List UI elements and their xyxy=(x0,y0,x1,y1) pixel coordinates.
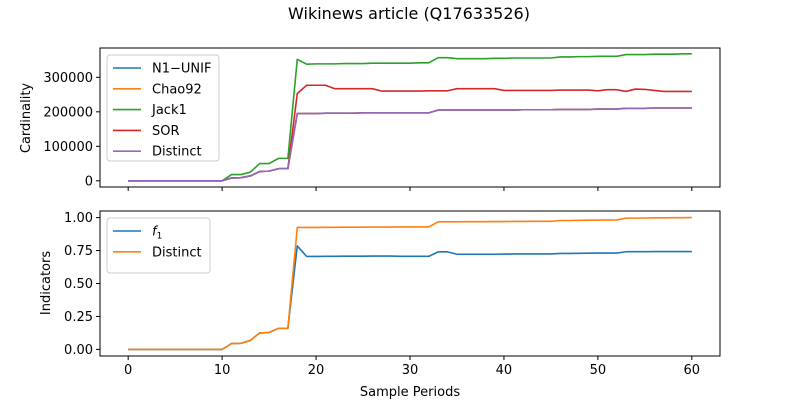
top-legend-label-1: Chao92 xyxy=(152,82,202,97)
bottom-x-tick-label: 20 xyxy=(308,363,325,378)
top-legend-label-3: SOR xyxy=(152,124,180,139)
bottom-legend: f1 Distinct xyxy=(106,217,211,274)
bottom-x-tick-label: 30 xyxy=(402,363,419,378)
top-legend-label-0: N1−UNIF xyxy=(152,62,211,77)
bottom-series-lines xyxy=(128,216,692,351)
bottom-series-line-1 xyxy=(128,216,692,351)
bottom-x-tick-label: 40 xyxy=(496,363,513,378)
bottom-x-tick-label: 10 xyxy=(214,363,231,378)
figure-title: Wikinews article (Q17633526) xyxy=(288,4,530,23)
bottom-x-tick-label: 60 xyxy=(684,363,701,378)
bottom-y-axis-label: Indicators xyxy=(39,251,54,315)
top-legend: N1−UNIF Chao92 Jack1 SOR Distinct xyxy=(106,54,220,162)
top-panel-cardinality: 0 100000 200000 300000 Cardinality N1−UNIF C… xyxy=(19,47,721,191)
bottom-y-tick-label: 0.25 xyxy=(64,310,93,325)
bottom-x-axis-label: Sample Periods xyxy=(360,385,460,400)
bottom-legend-label-0: f1 xyxy=(152,225,162,242)
bottom-y-tick-label: 0.00 xyxy=(64,343,93,358)
top-y-tick-label: 0 xyxy=(85,174,93,189)
top-y-tick-label: 300000 xyxy=(43,71,93,86)
top-series-lines xyxy=(128,53,692,182)
top-legend-label-2: Jack1 xyxy=(151,103,187,118)
bottom-x-tick-label: 0 xyxy=(124,363,132,378)
bottom-panel-indicators: 0.00 0.25 0.50 0.75 1.00 0 10 20 30 40 50 60 Indica… xyxy=(39,210,721,400)
bottom-x-tick-label: 50 xyxy=(590,363,607,378)
bottom-legend-label-1: Distinct xyxy=(152,245,202,260)
bottom-axes-frame xyxy=(99,210,721,357)
bottom-y-tick-label: 1.00 xyxy=(64,211,93,226)
top-y-axis-label: Cardinality xyxy=(19,83,34,154)
top-y-tick-label: 100000 xyxy=(43,140,93,155)
top-legend-label-4: Distinct xyxy=(152,145,202,160)
bottom-y-tick-label: 0.75 xyxy=(64,244,93,259)
top-axes-frame xyxy=(99,47,721,188)
top-series-line-4 xyxy=(128,107,692,182)
bottom-axis-ticks: 0.00 0.25 0.50 0.75 1.00 0 10 20 30 40 50 60 xyxy=(64,211,700,378)
top-y-tick-label: 200000 xyxy=(43,105,93,120)
bottom-y-tick-label: 0.50 xyxy=(64,277,93,292)
top-legend-box xyxy=(106,54,220,162)
top-axis-ticks: 0 100000 200000 300000 xyxy=(43,71,693,191)
